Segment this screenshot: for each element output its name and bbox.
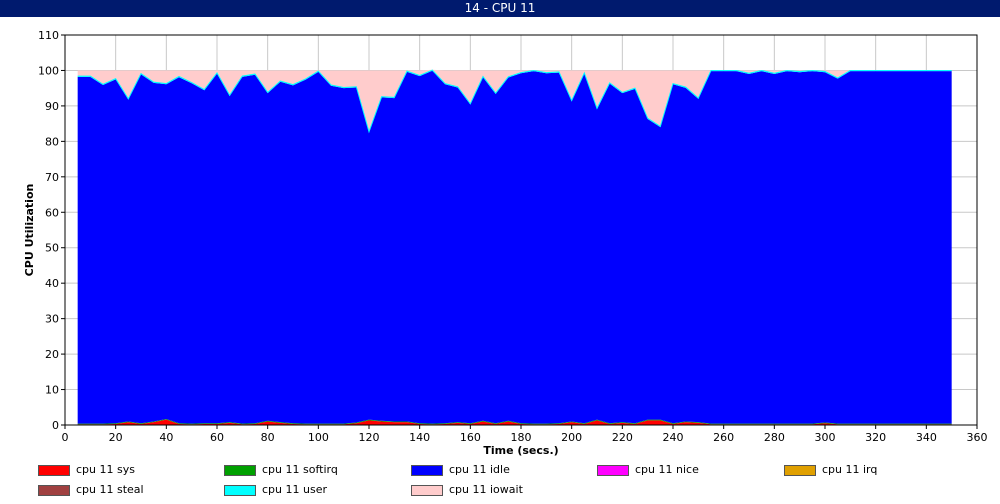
legend-swatch (411, 465, 443, 476)
chart-legend: cpu 11 sys cpu 11 softirq cpu 11 idle cpu 1… (0, 462, 1000, 504)
legend-label: cpu 11 iowait (449, 483, 523, 496)
x-tick-label: 280 (764, 431, 785, 444)
y-tick-label: 50 (45, 242, 59, 255)
series-area-cpu-11-iowait (77, 69, 952, 132)
y-tick-label: 110 (38, 29, 59, 42)
window-title: 14 - CPU 11 (0, 0, 1000, 17)
y-tick-label: 70 (45, 171, 59, 184)
plot-area: 0 10 20 30 40 50 60 70 80 90 100 110 0 20 40 60 80 100 120… (0, 17, 1000, 457)
series-area-cpu-11-softirq (77, 418, 952, 425)
legend-label: cpu 11 irq (822, 463, 878, 476)
x-tick-label: 120 (359, 431, 380, 444)
y-tick-label: 90 (45, 100, 59, 113)
x-axis-label: Time (secs.) (483, 444, 558, 457)
series-area-cpu-11-idle (77, 70, 952, 424)
legend-label: cpu 11 sys (76, 463, 135, 476)
legend-label: cpu 11 softirq (262, 463, 338, 476)
x-tick-label: 260 (713, 431, 734, 444)
legend-label: cpu 11 idle (449, 463, 510, 476)
y-tick-label: 100 (38, 64, 59, 77)
y-axis-label: CPU Utilization (23, 184, 36, 277)
y-tick-label: 60 (45, 206, 59, 219)
y-tick-label: 40 (45, 277, 59, 290)
x-tick-label: 180 (511, 431, 532, 444)
x-tick-label: 200 (561, 431, 582, 444)
x-tick-label: 340 (916, 431, 937, 444)
legend-swatch (224, 485, 256, 496)
legend-label: cpu 11 nice (635, 463, 699, 476)
x-tick-label: 0 (62, 431, 69, 444)
y-tick-label: 80 (45, 135, 59, 148)
cpu-utilization-chart: 0 10 20 30 40 50 60 70 80 90 100 110 0 20 40 60 80 100 120… (23, 29, 988, 457)
x-tick-label: 80 (261, 431, 275, 444)
x-tick-label: 300 (815, 431, 836, 444)
y-tick-label: 0 (52, 419, 59, 432)
legend-swatch (411, 485, 443, 496)
x-tick-label: 40 (159, 431, 173, 444)
series-line-cpu-11-user (77, 69, 952, 134)
x-tick-label: 320 (865, 431, 886, 444)
legend-swatch (38, 465, 70, 476)
y-tick-label: 20 (45, 348, 59, 361)
x-tick-label: 220 (612, 431, 633, 444)
x-tick-label: 360 (967, 431, 988, 444)
legend-label: cpu 11 user (262, 483, 327, 496)
y-tick-label: 30 (45, 313, 59, 326)
legend-swatch (38, 485, 70, 496)
legend-swatch (784, 465, 816, 476)
legend-swatch (224, 465, 256, 476)
x-tick-label: 60 (210, 431, 224, 444)
x-tick-label: 140 (409, 431, 430, 444)
y-tick-label: 10 (45, 384, 59, 397)
legend-swatch (597, 465, 629, 476)
legend-label: cpu 11 steal (76, 483, 144, 496)
x-tick-label: 20 (109, 431, 123, 444)
x-tick-label: 240 (663, 431, 684, 444)
x-tick-label: 100 (308, 431, 329, 444)
x-tick-label: 160 (460, 431, 481, 444)
series-area-cpu-11-sys (77, 419, 952, 425)
